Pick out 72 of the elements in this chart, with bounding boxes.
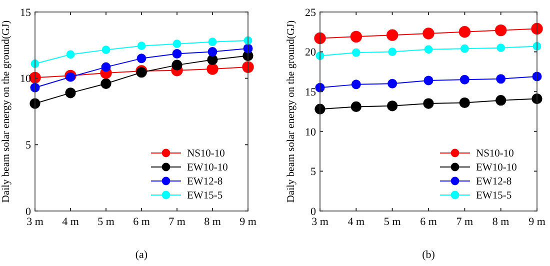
x-tick-label: 5 m xyxy=(384,216,402,228)
point xyxy=(66,50,75,59)
point xyxy=(350,101,362,112)
point xyxy=(496,44,506,52)
x-tick-label: 5 m xyxy=(98,216,115,228)
y-tick-label: 20 xyxy=(305,46,316,59)
point xyxy=(460,74,470,84)
point xyxy=(350,30,362,43)
legend-label: EW12-8 xyxy=(187,176,223,188)
legend-label: EW10-10 xyxy=(187,162,228,174)
x-tick-label: 3 m xyxy=(26,216,44,228)
point xyxy=(494,24,507,36)
point xyxy=(424,45,433,54)
point xyxy=(423,98,434,109)
x-tick-label: 3 m xyxy=(312,216,329,228)
x-tick-label: 4 m xyxy=(348,216,366,228)
point xyxy=(208,38,217,46)
point xyxy=(386,29,398,41)
point xyxy=(242,61,254,73)
point xyxy=(208,47,218,57)
point xyxy=(458,26,471,38)
point xyxy=(102,46,110,54)
point xyxy=(65,88,76,98)
x-tick-label: 7 m xyxy=(168,216,186,228)
text: (b) xyxy=(422,249,436,261)
y-tick-label: 0 xyxy=(310,206,316,218)
y-tick-label: 0 xyxy=(26,206,32,218)
y-tick-label: 25 xyxy=(305,6,316,19)
point xyxy=(352,48,360,57)
legend-label: EW15-5 xyxy=(187,190,223,202)
legend-label: EW12-8 xyxy=(476,176,512,188)
y-axis-title: Daily beam solar energy on the ground(GJ) xyxy=(286,20,297,203)
point xyxy=(496,95,506,106)
point xyxy=(172,40,182,48)
y-axis-title: Daily beam solar energy on the ground(GJ) xyxy=(1,20,12,203)
point xyxy=(137,42,146,50)
y-tick-label: 15 xyxy=(305,86,316,98)
point xyxy=(66,72,76,82)
point xyxy=(531,22,543,35)
point xyxy=(100,78,112,89)
point xyxy=(387,100,398,112)
point xyxy=(388,78,398,88)
point xyxy=(424,76,434,86)
point xyxy=(460,44,469,53)
text: (a) xyxy=(135,249,148,261)
point xyxy=(206,63,218,75)
point xyxy=(101,62,111,72)
y-tick-label: 10 xyxy=(20,73,32,86)
x-tick-label: 4 m xyxy=(62,216,80,228)
legend-label: NS10-10 xyxy=(476,148,514,160)
legend-label: EW15-5 xyxy=(476,190,512,202)
point xyxy=(136,54,146,64)
y-tick-label: 5 xyxy=(26,140,32,152)
y-tick-label: 5 xyxy=(310,166,316,178)
point xyxy=(351,80,361,90)
x-tick-label: 6 m xyxy=(420,216,438,228)
point xyxy=(172,60,182,70)
x-tick-label: 8 m xyxy=(204,216,222,228)
x-tick-label: 9 m xyxy=(240,216,257,228)
x-tick-label: 7 m xyxy=(456,216,474,228)
legend-label: NS10-10 xyxy=(187,148,225,160)
x-tick-label: 9 m xyxy=(528,216,546,228)
x-tick-label: 6 m xyxy=(133,216,150,228)
x-tick-label: 8 m xyxy=(492,216,510,228)
point xyxy=(422,28,434,40)
y-tick-label: 15 xyxy=(20,6,32,19)
point xyxy=(459,97,470,108)
legend-label: EW10-10 xyxy=(476,162,517,174)
point xyxy=(496,74,506,84)
point xyxy=(172,49,182,59)
point xyxy=(388,48,397,56)
y-tick-label: 10 xyxy=(305,126,316,138)
